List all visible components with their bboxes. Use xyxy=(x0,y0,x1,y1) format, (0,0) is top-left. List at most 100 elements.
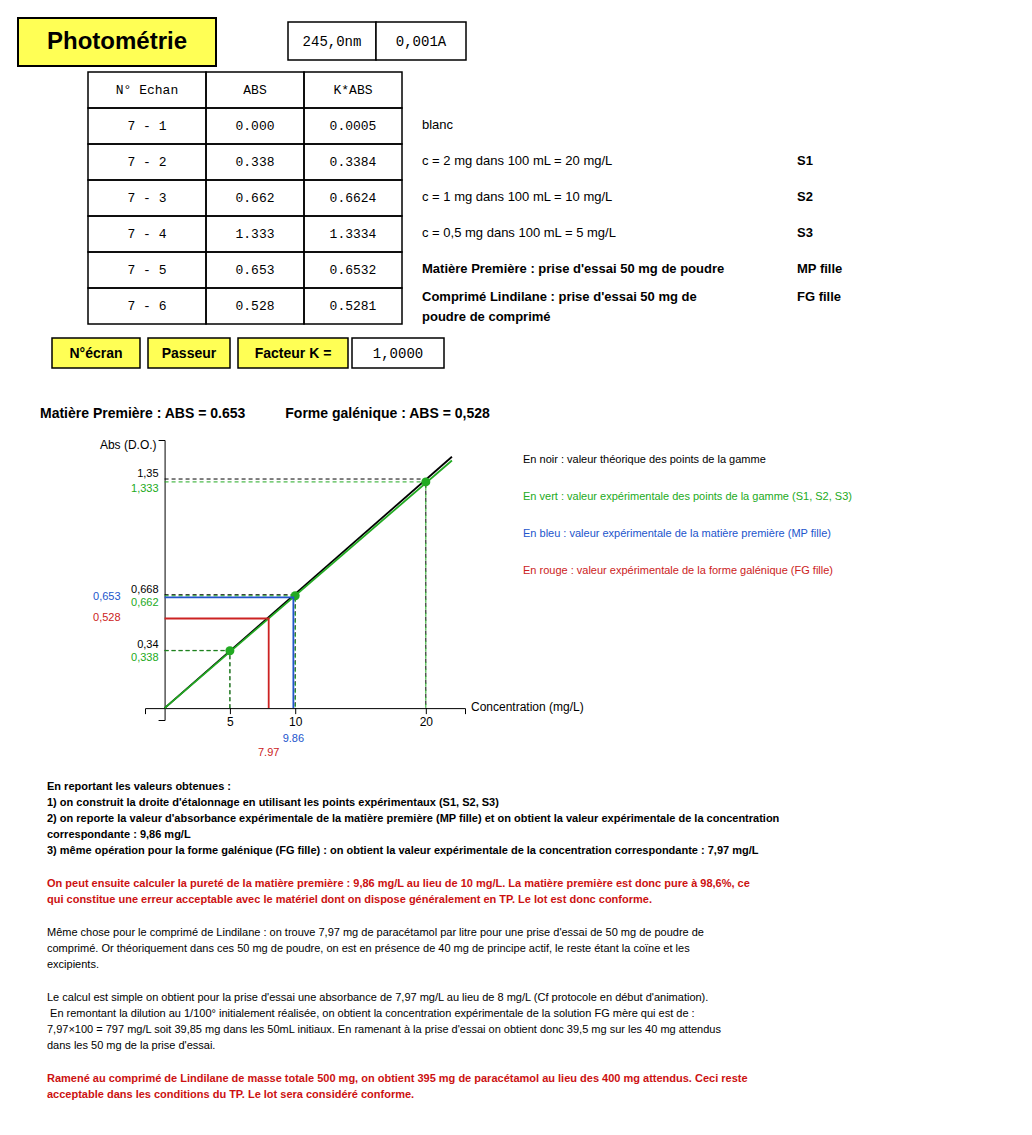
factor-row: N°écran Passeur Facteur K = 1,0000 xyxy=(52,338,444,368)
side-label: blanc xyxy=(422,117,454,132)
x-tick-label: 20 xyxy=(420,715,434,729)
calibration-line xyxy=(165,457,452,708)
note-line: En reportant les valeurs obtenues : xyxy=(47,780,231,792)
point xyxy=(291,591,300,600)
table-value: 7 - 3 xyxy=(127,191,166,206)
note-line: excipients. xyxy=(47,958,99,970)
table-cell xyxy=(304,252,402,288)
factor-box xyxy=(238,338,348,368)
side-label: Matière Première : prise d'essai 50 mg d… xyxy=(422,261,724,276)
table-cell xyxy=(88,180,206,216)
page: Photométrie245,0nm0,001AN° EchanABSK*ABS… xyxy=(0,0,1032,1135)
table-value: 0.0005 xyxy=(330,119,377,134)
note-line: correspondante : 9,86 mg/L xyxy=(47,828,191,840)
graph: 510200,340,6681,350,3380,6621,3330,6539.… xyxy=(93,438,584,758)
chart-container: Photométrie245,0nm0,001AN° EchanABSK*ABS… xyxy=(0,0,1032,1135)
table-cell xyxy=(88,216,206,252)
y-axis-line xyxy=(159,441,166,721)
point xyxy=(225,646,234,655)
table-cell xyxy=(304,288,402,324)
side-tag: S1 xyxy=(797,153,813,168)
note-line: Ramené au comprimé de Lindilane de masse… xyxy=(47,1072,748,1084)
table-value: 7 - 5 xyxy=(127,263,166,278)
factor-label: Passeur xyxy=(162,345,217,361)
legend-entry: En rouge : valeur expérimentale de la fo… xyxy=(523,564,833,576)
factor-box xyxy=(52,338,140,368)
x-tick: 5 xyxy=(227,708,234,729)
table-value: 1.3334 xyxy=(330,227,377,242)
factor-value: 1,0000 xyxy=(373,346,423,362)
series xyxy=(165,619,269,709)
table-value: 0.338 xyxy=(235,155,274,170)
table-value: 0.5281 xyxy=(330,299,377,314)
x-axis-title: Concentration (mg/L) xyxy=(471,700,584,714)
side-label: poudre de comprimé xyxy=(422,309,551,324)
table-cell xyxy=(304,180,402,216)
value-labels: 0,340,6681,350,3380,6621,3330,6539.860,5… xyxy=(93,467,304,758)
note-line: Même chose pour le comprimé de Lindilane… xyxy=(47,926,704,938)
side-texts: blancc = 2 mg dans 100 mL = 20 mg/LS1c =… xyxy=(422,117,842,324)
note-line: acceptable dans les conditions du TP. Le… xyxy=(47,1088,414,1100)
y-value-label: 0,338 xyxy=(131,651,159,663)
x-axis: 5 10 20 xyxy=(146,708,466,729)
y-value-label: 0,662 xyxy=(131,596,159,608)
side-tag: MP fille xyxy=(797,261,842,276)
legend-entry: En vert : valeur expérimentale des point… xyxy=(523,490,852,502)
table-header-cell xyxy=(304,72,402,108)
title: Photométrie xyxy=(47,27,187,54)
table-header-cell xyxy=(206,72,304,108)
series xyxy=(165,597,294,708)
table-cell xyxy=(304,216,402,252)
subtitle: Forme galénique : ABS = 0,528 xyxy=(285,405,490,421)
subtitle: Matière Première : ABS = 0.653 xyxy=(40,405,246,421)
note-line: 3) même opération pour la forme galéniqu… xyxy=(47,844,759,856)
absorbance-unit: 0,001A xyxy=(396,34,447,50)
table-cell xyxy=(88,108,206,144)
x-tick-label: 5 xyxy=(227,715,234,729)
note-line: 2) on reporte la valeur d'absorbance exp… xyxy=(47,812,780,824)
header: Photométrie 245,0nm 0,001A xyxy=(18,18,466,66)
y-value-label: 1,333 xyxy=(131,482,159,494)
series xyxy=(165,460,452,708)
table-value: 7 - 2 xyxy=(127,155,166,170)
table-cell xyxy=(304,144,402,180)
factor-label: Facteur K = xyxy=(255,345,332,361)
series xyxy=(165,457,452,708)
x-tick-mark xyxy=(426,708,427,714)
y-axis xyxy=(159,441,166,721)
y-value-label: 0,34 xyxy=(137,638,158,650)
x-tick-label: 10 xyxy=(289,715,303,729)
table-cell xyxy=(304,108,402,144)
factor-label: N°écran xyxy=(69,345,122,361)
table-cell xyxy=(206,252,304,288)
y-axis-title: Abs (D.O.) xyxy=(100,438,157,452)
table-cell xyxy=(206,144,304,180)
note-line: comprimé. Or théoriquement dans ces 50 m… xyxy=(47,942,690,954)
table-value: 0.528 xyxy=(235,299,274,314)
table-value: 0.662 xyxy=(235,191,274,206)
table-value: 0.6624 xyxy=(330,191,377,206)
factor-box xyxy=(148,338,230,368)
table-cell xyxy=(206,180,304,216)
note-line: Le calcul est simple on obtient pour la … xyxy=(47,991,708,1003)
x-tick: 10 xyxy=(289,708,303,729)
reference-line xyxy=(165,597,294,708)
table-cell xyxy=(206,288,304,324)
table-value: 7 - 1 xyxy=(127,119,166,134)
table-cell xyxy=(88,144,206,180)
note-line: 1) on construit la droite d'étalonnage e… xyxy=(47,796,499,808)
wavelength: 245,0nm xyxy=(303,34,362,50)
reference-line xyxy=(165,619,269,709)
legend-entry: En noir : valeur théorique des points de… xyxy=(523,453,766,465)
unit-box xyxy=(376,22,466,60)
side-label: c = 1 mg dans 100 mL = 10 mg/L xyxy=(422,189,612,204)
table-value: 7 - 6 xyxy=(127,299,166,314)
table-cell xyxy=(206,108,304,144)
side-tag: S2 xyxy=(797,189,813,204)
table-value: 0.3384 xyxy=(330,155,377,170)
side-label: Comprimé Lindilane : prise d'essai 50 mg… xyxy=(422,289,697,304)
x-value-label: 9.86 xyxy=(283,732,304,744)
table: N° EchanABSK*ABS7 - 10.0000.00057 - 20.3… xyxy=(88,72,402,324)
note-line: En remontant la dilution au 1/100° initi… xyxy=(47,1007,695,1019)
note-line: dans les 50 mg de la prise d'essai. xyxy=(47,1039,215,1051)
